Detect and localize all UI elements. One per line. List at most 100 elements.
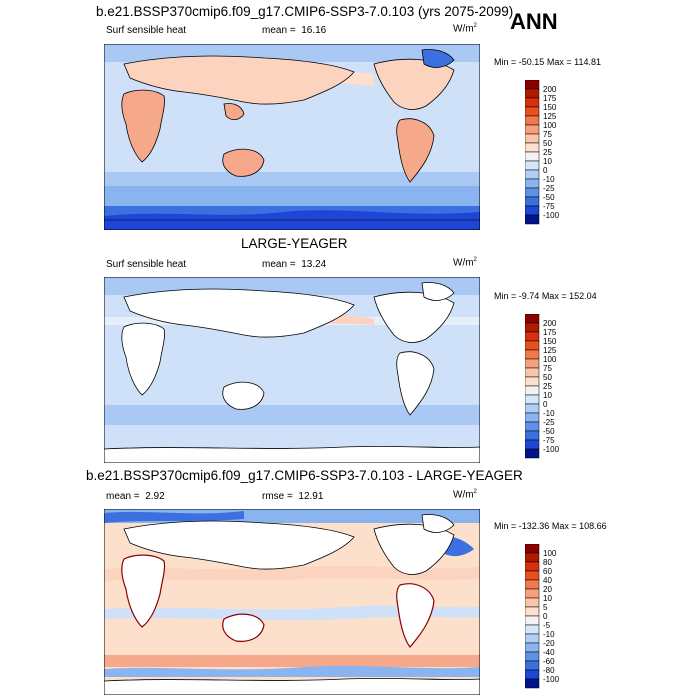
colorbar-box [525,570,540,581]
colorbar-box [525,597,540,608]
panel3-rmse: rmse = 12.91 [262,491,324,502]
colorbar-box [525,651,540,662]
panel2-minmax: Min = -9.74 Max = 152.04 [494,291,597,301]
panel3-title: b.e21.BSSP370cmip6.f09_g17.CMIP6-SSP3-7.… [86,468,523,483]
colorbar-box [525,331,540,342]
panel2-colorbar-boxes [525,314,540,459]
colorbar-box [525,205,540,216]
colorbar-label: 150 [543,337,557,346]
colorbar-label: 150 [543,103,557,112]
panel3-mean: mean = 2.92 [106,491,165,502]
colorbar-label: 200 [543,85,557,94]
colorbar-label: -5 [543,621,551,630]
colorbar-label: -75 [543,436,555,445]
colorbar-label: 175 [543,94,557,103]
colorbar-label: -50 [543,193,555,202]
colorbar-label: 0 [543,400,548,409]
colorbar-label: -25 [543,418,555,427]
colorbar-box [525,552,540,563]
colorbar-box [525,97,540,108]
panel2-variable: Surf sensible heat [106,259,187,270]
panel2-map [104,277,480,463]
panel1-colorbar-boxes [525,80,540,225]
colorbar-label: -80 [543,666,555,675]
panel1-map [104,44,480,230]
colorbar-label: -50 [543,427,555,436]
colorbar-label: 175 [543,328,557,337]
colorbar-label: -40 [543,648,555,657]
colorbar-box [525,115,540,126]
colorbar-box [525,421,540,432]
colorbar-box [525,394,540,405]
colorbar-label: 10 [543,157,552,166]
colorbar-box [525,579,540,590]
colorbar-box [525,151,540,162]
colorbar-box [525,633,540,644]
colorbar-box [525,678,540,689]
colorbar-label: 0 [543,166,548,175]
colorbar-label: 20 [543,585,552,594]
panel1-units: W/m2 [453,23,477,35]
colorbar-box [525,624,540,635]
colorbar-label: 80 [543,558,552,567]
colorbar-label: -25 [543,184,555,193]
colorbar-label: 10 [543,391,552,400]
colorbar-label: 125 [543,112,557,121]
colorbar-label: 25 [543,148,552,157]
colorbar-label: -10 [543,409,555,418]
colorbar-box [525,196,540,207]
colorbar-label: 40 [543,576,552,585]
colorbar-box [525,88,540,99]
colorbar-box [525,430,540,441]
colorbar-label: -75 [543,202,555,211]
colorbar-box [525,448,540,459]
colorbar-label: 0 [543,612,548,621]
colorbar-box [525,669,540,680]
colorbar-box [525,439,540,450]
colorbar-label: -10 [543,630,555,639]
colorbar-label: 125 [543,346,557,355]
colorbar-box [525,403,540,414]
panel3-units: W/m2 [453,489,477,501]
colorbar-box [525,178,540,189]
panel3-minmax: Min = -132.36 Max = 108.66 [494,521,607,531]
colorbar-box [525,80,540,90]
colorbar-box [525,358,540,369]
colorbar-label: -60 [543,657,555,666]
panel3-map [104,509,480,695]
panel1-minmax: Min = -50.15 Max = 114.81 [494,57,601,67]
colorbar-box [525,169,540,180]
panel2-title: LARGE-YEAGER [241,236,348,251]
panel1-variable: Surf sensible heat [106,25,187,36]
colorbar-box [525,133,540,144]
colorbar-box [525,561,540,572]
panel2-mean: mean = 13.24 [262,259,327,270]
colorbar-box [525,588,540,599]
season-label: ANN [510,9,558,34]
colorbar-label: -100 [543,211,560,220]
colorbar-box [525,642,540,653]
colorbar-label: -100 [543,445,560,454]
colorbar-box [525,322,540,333]
figure-title: b.e21.BSSP370cmip6.f09_g17.CMIP6-SSP3-7.… [96,4,514,19]
colorbar-box [525,367,540,378]
colorbar-label: 25 [543,382,552,391]
colorbar-label: 75 [543,364,552,373]
colorbar-box [525,142,540,153]
colorbar-box [525,606,540,617]
colorbar-box [525,385,540,396]
colorbar-box [525,124,540,135]
colorbar-box [525,160,540,171]
colorbar-label: 100 [543,549,557,558]
panel2-units: W/m2 [453,257,477,269]
colorbar-box [525,660,540,671]
colorbar-label: 200 [543,319,557,328]
colorbar-label: 100 [543,121,557,130]
colorbar-label: 10 [543,594,552,603]
colorbar-label: -20 [543,639,555,648]
